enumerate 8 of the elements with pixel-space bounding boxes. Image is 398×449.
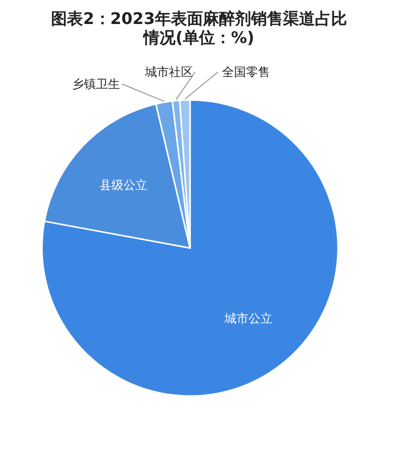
chart-title: 图表2：2023年表面麻醉剂销售渠道占比情况(单位：%) bbox=[51, 9, 347, 47]
slice-label: 城市公立 bbox=[224, 312, 273, 326]
slice-label: 县级公立 bbox=[100, 178, 148, 192]
pie-slice bbox=[41, 99, 339, 397]
pie-slice bbox=[44, 103, 191, 249]
slice-label: 全国零售 bbox=[222, 65, 270, 79]
slice-label: 城市社区 bbox=[144, 65, 193, 79]
slice-label: 乡镇卫生 bbox=[72, 77, 120, 91]
